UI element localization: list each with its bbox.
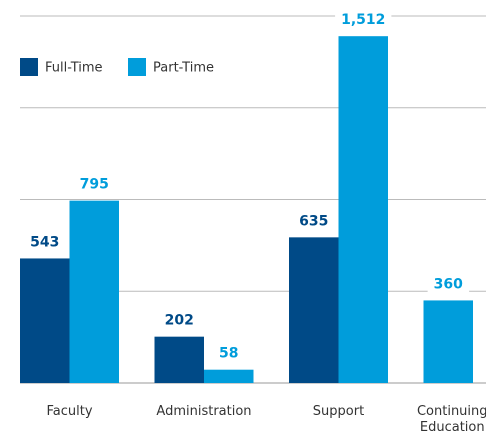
data-label: 543 bbox=[30, 234, 59, 250]
x-tick-label: Continuing Education bbox=[416, 404, 486, 435]
data-label-background bbox=[213, 343, 245, 364]
x-tick-label: Administration bbox=[156, 404, 252, 419]
bar bbox=[423, 300, 473, 383]
data-label: 795 bbox=[80, 177, 109, 193]
data-label: 360 bbox=[434, 276, 463, 292]
data-label-background bbox=[335, 10, 392, 31]
bar bbox=[154, 336, 204, 383]
bar bbox=[20, 258, 70, 383]
data-label-background bbox=[427, 274, 470, 295]
bar bbox=[204, 369, 254, 383]
bar bbox=[338, 36, 388, 384]
data-label-background bbox=[73, 174, 115, 195]
data-label: 635 bbox=[299, 213, 328, 229]
bar bbox=[289, 237, 339, 383]
data-label: 202 bbox=[165, 313, 194, 329]
legend-label: Full-Time bbox=[45, 61, 103, 76]
x-tick-label: Faculty bbox=[46, 404, 93, 419]
data-label: 58 bbox=[219, 346, 238, 362]
legend-swatch bbox=[128, 58, 146, 76]
x-tick-label: Support bbox=[312, 404, 365, 419]
data-label: 1,512 bbox=[341, 12, 385, 28]
data-label-background bbox=[24, 232, 66, 253]
bar bbox=[69, 200, 119, 383]
data-label-background bbox=[158, 310, 200, 331]
legend-swatch bbox=[20, 58, 38, 76]
legend-label: Part-Time bbox=[153, 61, 214, 76]
data-label-background bbox=[293, 211, 335, 232]
